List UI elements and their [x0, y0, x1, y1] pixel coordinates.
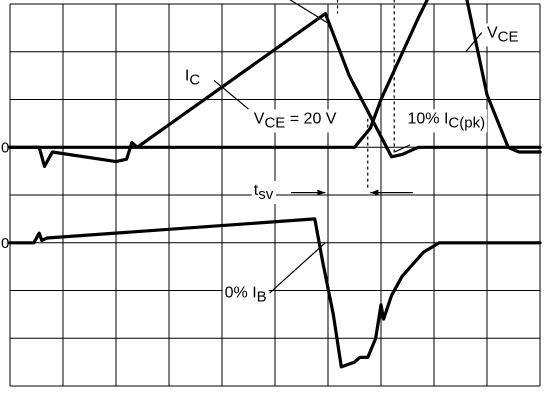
label-subscript: sv [258, 186, 274, 203]
baseline-zero-label: 0 [1, 235, 9, 252]
label-background [251, 109, 339, 133]
annotation-text: 0% IB [225, 285, 267, 306]
label-background [485, 23, 521, 47]
leader-line [394, 144, 411, 153]
label-background [251, 181, 276, 204]
label-background [222, 283, 269, 307]
label-main: 0% I [225, 285, 257, 302]
leader-line [213, 79, 249, 110]
leader-line [465, 32, 483, 53]
label-tail: = 20 V [285, 110, 336, 127]
label-subscript: C [189, 71, 200, 88]
annotation-label: VCE [485, 23, 521, 47]
label-main: t [254, 182, 259, 199]
leader-line [289, 0, 329, 24]
annotation-label: 0% IB [222, 283, 269, 307]
annotation-text: 10% IC(pk) [408, 110, 486, 131]
tsv-arrowhead-left [317, 189, 326, 196]
leader-line [269, 242, 326, 294]
annotation-label: 10% IC(pk) [405, 109, 488, 133]
tsv-arrowhead-right [370, 189, 379, 196]
label-main: I [185, 67, 189, 84]
annotation-label: IC [182, 66, 203, 90]
label-subscript: CE [498, 28, 519, 45]
annotation-text: VCE [487, 24, 519, 45]
label-background [182, 66, 203, 90]
annotation-text: VCE = 20 V [254, 110, 337, 131]
label-main: 10% I [408, 110, 449, 127]
label-main: V [254, 110, 265, 127]
annotation-text: IC [185, 67, 200, 88]
label-subscript: CE [264, 114, 285, 131]
annotation-text: tsv [254, 182, 274, 203]
baseline-zero-label: 0 [1, 139, 9, 156]
label-main: V [487, 24, 498, 41]
graticule-grid [9, 3, 541, 387]
label-subscript: B [257, 289, 267, 306]
label-background [405, 109, 488, 133]
trace-ib [8, 217, 542, 369]
annotation-label: VCE = 20 V [251, 109, 339, 133]
timing-markers [213, 0, 483, 294]
annotation-label: tsv [251, 181, 276, 204]
label-subscript: C(pk) [448, 114, 485, 131]
